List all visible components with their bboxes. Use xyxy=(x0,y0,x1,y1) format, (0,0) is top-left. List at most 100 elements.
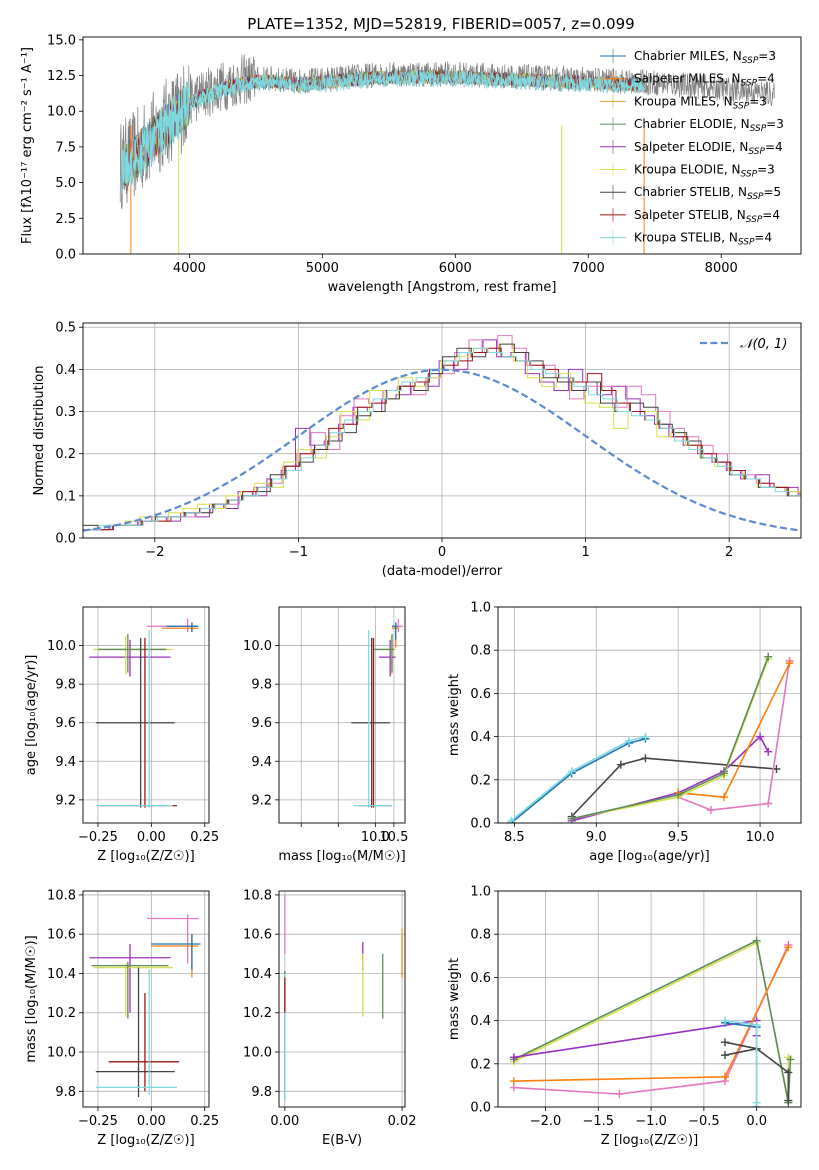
weight-marker xyxy=(641,754,650,763)
y-tick-label: 10.6 xyxy=(243,928,272,943)
axes-background xyxy=(83,891,209,1107)
y-tick-label: 9.2 xyxy=(55,793,76,808)
y-tick-label: 7.5 xyxy=(55,140,76,155)
weight-marker xyxy=(615,1090,624,1099)
x-tick-label: −0.25 xyxy=(78,830,118,845)
errorbar-point xyxy=(95,967,175,1098)
errorbar-points xyxy=(284,894,403,1102)
y-tick-label: 0.6 xyxy=(470,687,491,702)
figure-title: PLATE=1352, MJD=52819, FIBERID=0057, z=0… xyxy=(247,15,634,33)
y-tick-label: 9.6 xyxy=(251,716,272,731)
axes-frame xyxy=(82,890,210,1108)
errorbar-points xyxy=(351,618,404,808)
weight-marker xyxy=(720,1051,729,1060)
x-axis-label: age [log₁₀(age/yr)] xyxy=(589,849,710,864)
y-axis-label: mass [log₁₀(M/M☉)] xyxy=(24,935,39,1062)
x-tick-label: 4000 xyxy=(173,261,206,276)
y-tick-label: 10.0 xyxy=(47,1046,76,1061)
y-tick-label: 0.8 xyxy=(470,644,491,659)
x-tick-label: −1 xyxy=(289,545,308,560)
legend-label: Kroupa STELIB, NSSP=4 xyxy=(634,231,772,248)
x-tick-label: 7000 xyxy=(572,261,605,276)
y-tick-label: 0.5 xyxy=(55,321,76,336)
x-tick-label: 9.0 xyxy=(586,830,607,845)
errorbar-point xyxy=(379,639,396,677)
normal-curve xyxy=(83,368,801,532)
axes-frame xyxy=(497,606,802,824)
x-tick-label: 0.00 xyxy=(137,1114,166,1129)
spectrum-legend: Chabrier MILES, NSSP=3 Salpeter MILES, NS… xyxy=(600,49,784,248)
x-tick-label: 2 xyxy=(725,545,733,560)
weight-marker xyxy=(567,814,576,823)
x-tick-label: 0.02 xyxy=(388,1114,417,1129)
weight-marker xyxy=(785,659,794,668)
weight-marker xyxy=(616,760,625,769)
axes-background xyxy=(279,891,405,1107)
legend-label: Salpeter MILES, NSSP=4 xyxy=(634,72,775,89)
weight-marker xyxy=(752,936,761,945)
axes-frame xyxy=(278,606,406,824)
histograms xyxy=(83,335,801,532)
y-tick-label: 10.4 xyxy=(47,967,76,982)
y-tick-label: 0.2 xyxy=(470,773,491,788)
errorbar-point xyxy=(89,944,171,1013)
errorbar-point xyxy=(166,622,199,633)
errorbar-point xyxy=(97,634,167,673)
panels: 4000 5000 6000 7000 80000.02.55.07.510.012.5… xyxy=(20,33,802,1148)
weight-line xyxy=(513,939,792,1103)
x-tick-label: 0.25 xyxy=(190,1114,219,1129)
y-tick-label: 9.8 xyxy=(55,678,76,693)
x-tick-label: 0.25 xyxy=(190,830,219,845)
y-tick-label: 9.8 xyxy=(251,1085,272,1100)
weight-marker xyxy=(641,732,650,741)
residual-histogram xyxy=(83,339,801,531)
y-tick-label: 10.0 xyxy=(47,105,76,120)
y-tick-label: 0.4 xyxy=(470,1014,491,1029)
weight-marker xyxy=(720,1072,729,1081)
x-tick-label: −2.0 xyxy=(530,1114,562,1129)
legend-label: Chabrier STELIB, NSSP=5 xyxy=(634,185,781,202)
y-tick-label: 10.0 xyxy=(243,639,272,654)
y-tick-label: 15.0 xyxy=(47,33,76,48)
x-axis-label: Z [log₁₀(Z/Z☉)] xyxy=(97,1133,194,1148)
errorbar-point xyxy=(373,634,394,673)
chart-mass-vs-Z: −0.25 0.00 0.25 9.8 10.0 10.2 10.4 10.6 10.8 Z [l… xyxy=(24,888,219,1148)
errorbar-point xyxy=(89,639,171,677)
weight-marker xyxy=(625,736,634,745)
x-axis-label: E(B-V) xyxy=(322,1133,362,1148)
axes-background xyxy=(279,607,405,823)
x-tick-label: 8.5 xyxy=(504,830,525,845)
model-spectrum-stelib xyxy=(121,68,645,195)
x-tick-label: 0 xyxy=(438,545,446,560)
x-axis-label: mass [log₁₀(M/M☉)] xyxy=(278,849,405,864)
weight-marker xyxy=(764,652,773,661)
legend-label: Salpeter STELIB, NSSP=4 xyxy=(634,208,780,225)
y-tick-label: 9.8 xyxy=(251,678,272,693)
y-tick-label: 9.4 xyxy=(251,755,272,770)
weight-marker xyxy=(756,732,765,741)
y-tick-label: 0.2 xyxy=(470,1057,491,1072)
weight-marker xyxy=(509,1077,518,1086)
errorbar-point xyxy=(151,934,201,970)
x-tick-label: −2 xyxy=(145,545,164,560)
y-tick-label: 10.6 xyxy=(47,928,76,943)
legend-label: Chabrier MILES, NSSP=3 xyxy=(634,49,776,66)
y-axis-label: Normed distribution xyxy=(32,366,47,496)
spectrum-lines xyxy=(119,54,775,254)
x-tick-label: 10.0 xyxy=(361,830,390,845)
x-tick-label: 10.5 xyxy=(379,830,408,845)
weight-lines xyxy=(507,652,794,823)
legend-label: 𝒩(0, 1) xyxy=(740,337,787,352)
y-tick-label: 10.2 xyxy=(243,1006,272,1021)
weight-marker xyxy=(784,943,793,952)
y-tick-label: 12.5 xyxy=(47,69,76,84)
x-tick-label: 6000 xyxy=(439,261,472,276)
y-tick-label: 5.0 xyxy=(55,176,76,191)
y-axis-label: mass weight xyxy=(447,674,462,756)
errorbar-point xyxy=(353,630,393,808)
x-axis-label: wavelength [Angstrom, rest frame] xyxy=(328,280,557,295)
weight-marker xyxy=(567,767,576,776)
weight-marker xyxy=(786,1055,795,1064)
weight-line xyxy=(571,757,777,818)
y-tick-label: 9.4 xyxy=(55,755,76,770)
